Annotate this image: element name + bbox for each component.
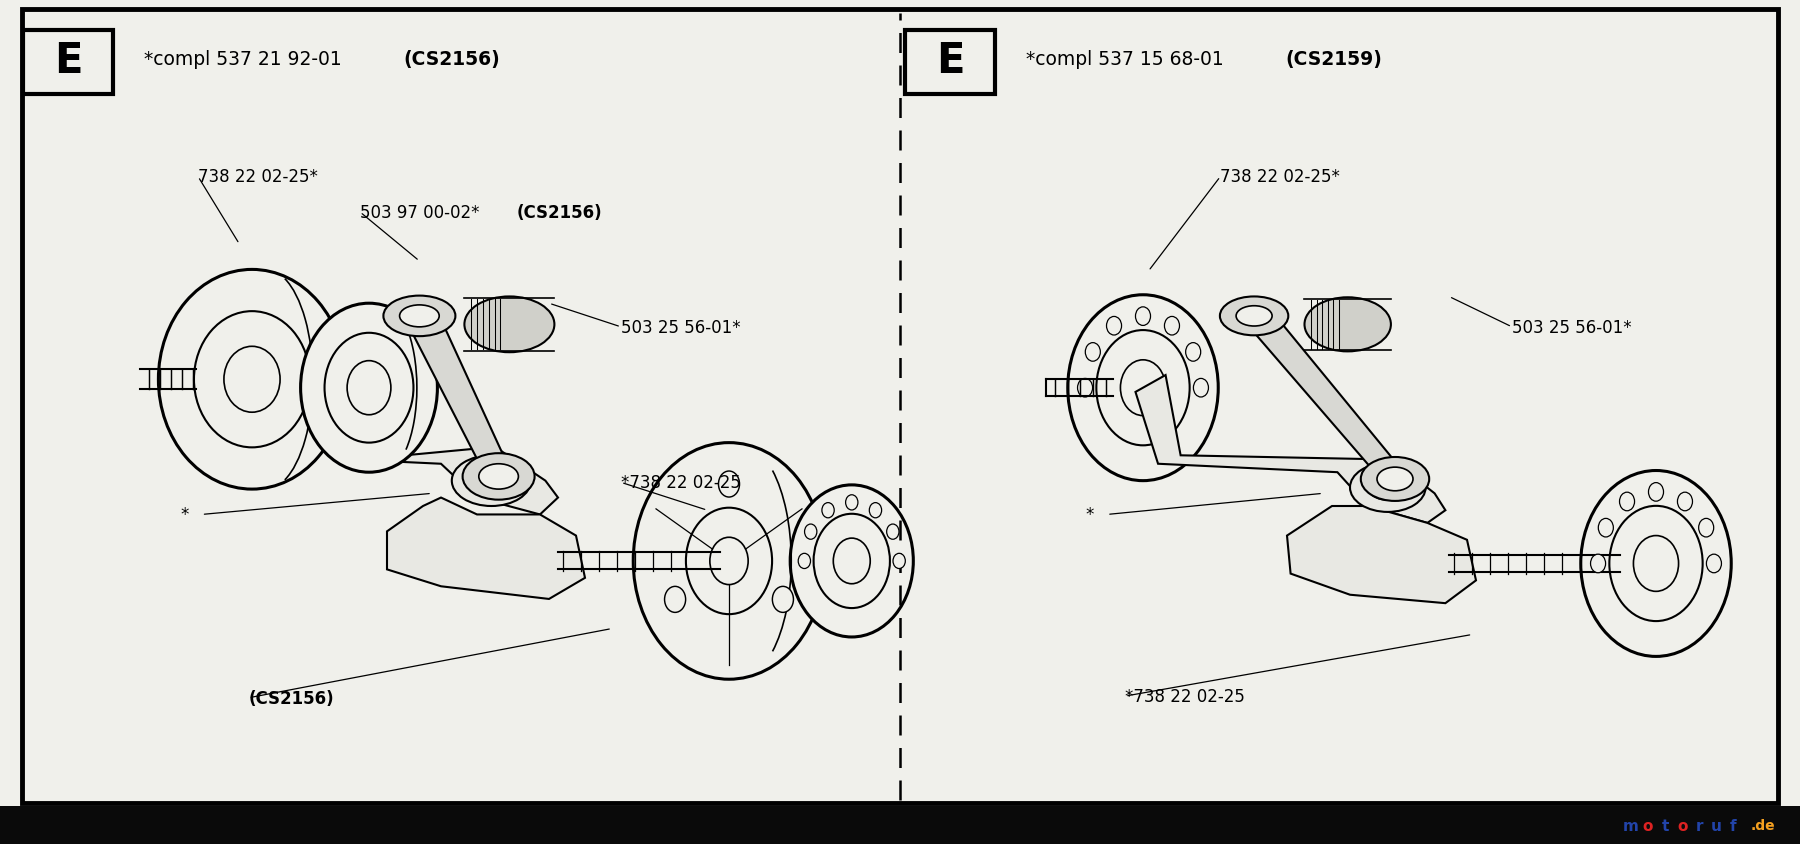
Ellipse shape [869,503,882,518]
Ellipse shape [846,495,859,511]
Ellipse shape [1237,306,1273,327]
Text: 738 22 02-25*: 738 22 02-25* [1220,168,1341,187]
Text: o: o [1643,818,1652,833]
Ellipse shape [1305,298,1391,352]
Ellipse shape [1706,555,1721,573]
Polygon shape [1287,506,1476,603]
Text: t: t [1661,818,1669,833]
Ellipse shape [887,524,898,539]
Ellipse shape [1186,344,1201,362]
FancyBboxPatch shape [905,31,995,95]
Ellipse shape [664,587,686,613]
Ellipse shape [347,361,391,415]
Ellipse shape [1580,471,1732,657]
Text: (CS2156): (CS2156) [517,203,601,222]
Ellipse shape [1678,493,1692,511]
Ellipse shape [1699,519,1714,538]
Ellipse shape [797,554,810,569]
Ellipse shape [479,464,518,490]
Ellipse shape [468,466,515,496]
Ellipse shape [1193,379,1208,398]
FancyBboxPatch shape [0,806,1800,844]
Ellipse shape [772,587,794,613]
Ellipse shape [833,538,869,584]
Text: E: E [936,40,965,82]
Ellipse shape [634,443,824,679]
Ellipse shape [301,304,437,473]
Ellipse shape [1620,493,1634,511]
Text: o: o [1678,818,1687,833]
Ellipse shape [1377,468,1413,491]
Text: (CS2159): (CS2159) [1285,50,1382,68]
Text: 738 22 02-25*: 738 22 02-25* [198,168,319,187]
Ellipse shape [463,454,535,500]
Ellipse shape [464,297,554,353]
Text: E: E [54,40,83,82]
Text: f: f [1730,818,1737,833]
Ellipse shape [1220,297,1289,336]
Ellipse shape [158,270,346,490]
Text: (CS2156): (CS2156) [403,50,500,68]
Ellipse shape [1598,519,1613,538]
Text: *compl 537 15 68-01: *compl 537 15 68-01 [1026,50,1229,68]
Ellipse shape [1609,506,1703,621]
Text: *738 22 02-25: *738 22 02-25 [1125,687,1246,706]
Ellipse shape [1165,317,1179,336]
Text: *compl 537 21 92-01: *compl 537 21 92-01 [144,50,347,68]
Text: m: m [1624,818,1638,833]
Polygon shape [387,498,585,599]
Ellipse shape [1078,379,1093,398]
Text: .de: .de [1750,819,1775,832]
Text: 503 97 00-02*: 503 97 00-02* [360,203,484,222]
Text: u: u [1710,818,1723,833]
Ellipse shape [1361,457,1429,501]
Text: *738 22 02-25: *738 22 02-25 [621,473,742,492]
Text: 503 25 56-01*: 503 25 56-01* [1512,318,1631,337]
Text: (CS2156): (CS2156) [248,689,335,707]
Ellipse shape [324,333,414,443]
Ellipse shape [1085,344,1100,362]
Ellipse shape [790,485,913,637]
Ellipse shape [893,554,905,569]
FancyBboxPatch shape [22,10,1778,803]
Ellipse shape [194,311,310,448]
Ellipse shape [1633,536,1679,592]
Ellipse shape [1107,317,1121,336]
Ellipse shape [718,472,740,497]
Text: 503 25 56-01*: 503 25 56-01* [621,318,740,337]
Ellipse shape [709,538,749,585]
Ellipse shape [1591,555,1606,573]
Ellipse shape [1096,331,1190,446]
Text: *: * [180,506,189,524]
Ellipse shape [686,508,772,614]
Polygon shape [401,312,513,477]
Ellipse shape [805,524,817,539]
Ellipse shape [1136,307,1150,326]
Text: *: * [1085,506,1094,524]
Ellipse shape [383,296,455,337]
Polygon shape [1136,376,1445,523]
Ellipse shape [1649,483,1663,501]
Ellipse shape [452,456,531,506]
Ellipse shape [1067,295,1219,481]
Polygon shape [337,371,558,515]
Text: r: r [1696,818,1703,833]
Ellipse shape [814,514,889,609]
Ellipse shape [823,503,833,518]
FancyBboxPatch shape [23,31,113,95]
Ellipse shape [223,347,281,413]
Ellipse shape [1120,360,1166,416]
Ellipse shape [400,306,439,327]
Ellipse shape [1368,475,1408,500]
Ellipse shape [1350,463,1426,512]
Polygon shape [1237,312,1409,479]
